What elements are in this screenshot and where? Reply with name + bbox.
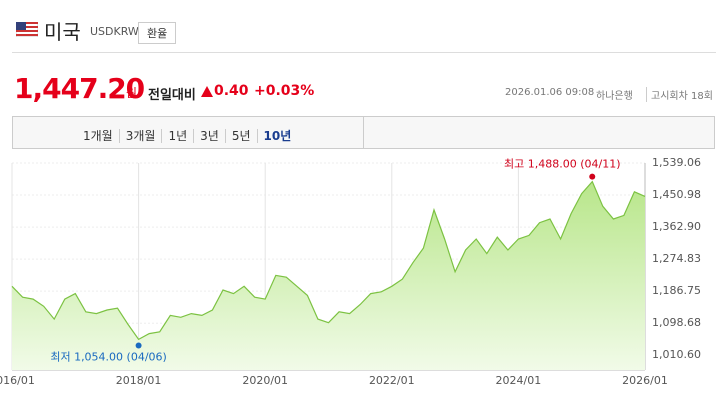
x-tick-label: 2018/01 <box>116 374 162 387</box>
y-tick-label: 1,274.83 <box>652 252 701 265</box>
y-tick-label: 1,539.06 <box>652 156 701 169</box>
x-tick-label: 2020/01 <box>242 374 288 387</box>
period-tab[interactable]: 3년 <box>193 129 225 143</box>
chart: 1,010.60 1,098.68 1,186.75 1,274.83 1,362.90… <box>0 156 701 387</box>
y-tick-label: 1,010.60 <box>652 348 701 361</box>
period-tab[interactable]: 3개월 <box>118 129 162 143</box>
change-label: 전일대비 <box>148 88 196 103</box>
annotation-label: 최고 1,488.00 (04/11) <box>504 158 621 171</box>
price: 1,447.20 <box>14 72 145 105</box>
x-tick-label: 2024/01 <box>496 374 542 387</box>
round: 고시회차 18회 <box>646 87 713 102</box>
period-tab[interactable]: 1개월 <box>83 129 113 143</box>
datetime: 2026.01.06 09:08 <box>505 87 595 98</box>
area <box>12 181 645 370</box>
change: 0.40 <box>214 83 249 99</box>
code: USDKRW <box>90 25 139 38</box>
annotation-label: 최저 1,054.00 (04/06) <box>50 350 167 363</box>
period-tab[interactable]: 5년 <box>224 129 257 143</box>
change-pct: +0.03% <box>254 83 315 99</box>
period-tab[interactable]: 10년 <box>256 129 298 143</box>
divider <box>12 52 716 53</box>
x-tick-label: 2026/01 <box>622 374 668 387</box>
flag <box>16 22 38 37</box>
x-tick-label: 2022/01 <box>369 374 415 387</box>
y-tick-label: 1,450.98 <box>652 188 701 201</box>
rate-button[interactable]: 환율 <box>138 22 177 44</box>
tabs: 1개월 3개월 1년 3년 5년 10년 <box>77 125 298 144</box>
bank: 하나은행 <box>596 91 633 102</box>
line <box>11 180 646 341</box>
y-tick-label: 1,098.68 <box>652 316 701 329</box>
annotation-marker <box>589 173 596 180</box>
tab-bar: 1개월 3개월 1년 3년 5년 10년 <box>12 116 715 149</box>
up-icon <box>201 86 213 97</box>
annotation-marker <box>135 342 142 349</box>
period-tab[interactable]: 1년 <box>161 129 194 143</box>
country: 미국 <box>44 20 81 44</box>
x-tick-label: 2016/01 <box>0 374 35 387</box>
price-unit: 원 <box>126 86 138 100</box>
y-tick-label: 1,362.90 <box>652 220 701 233</box>
y-tick-label: 1,186.75 <box>652 284 701 297</box>
